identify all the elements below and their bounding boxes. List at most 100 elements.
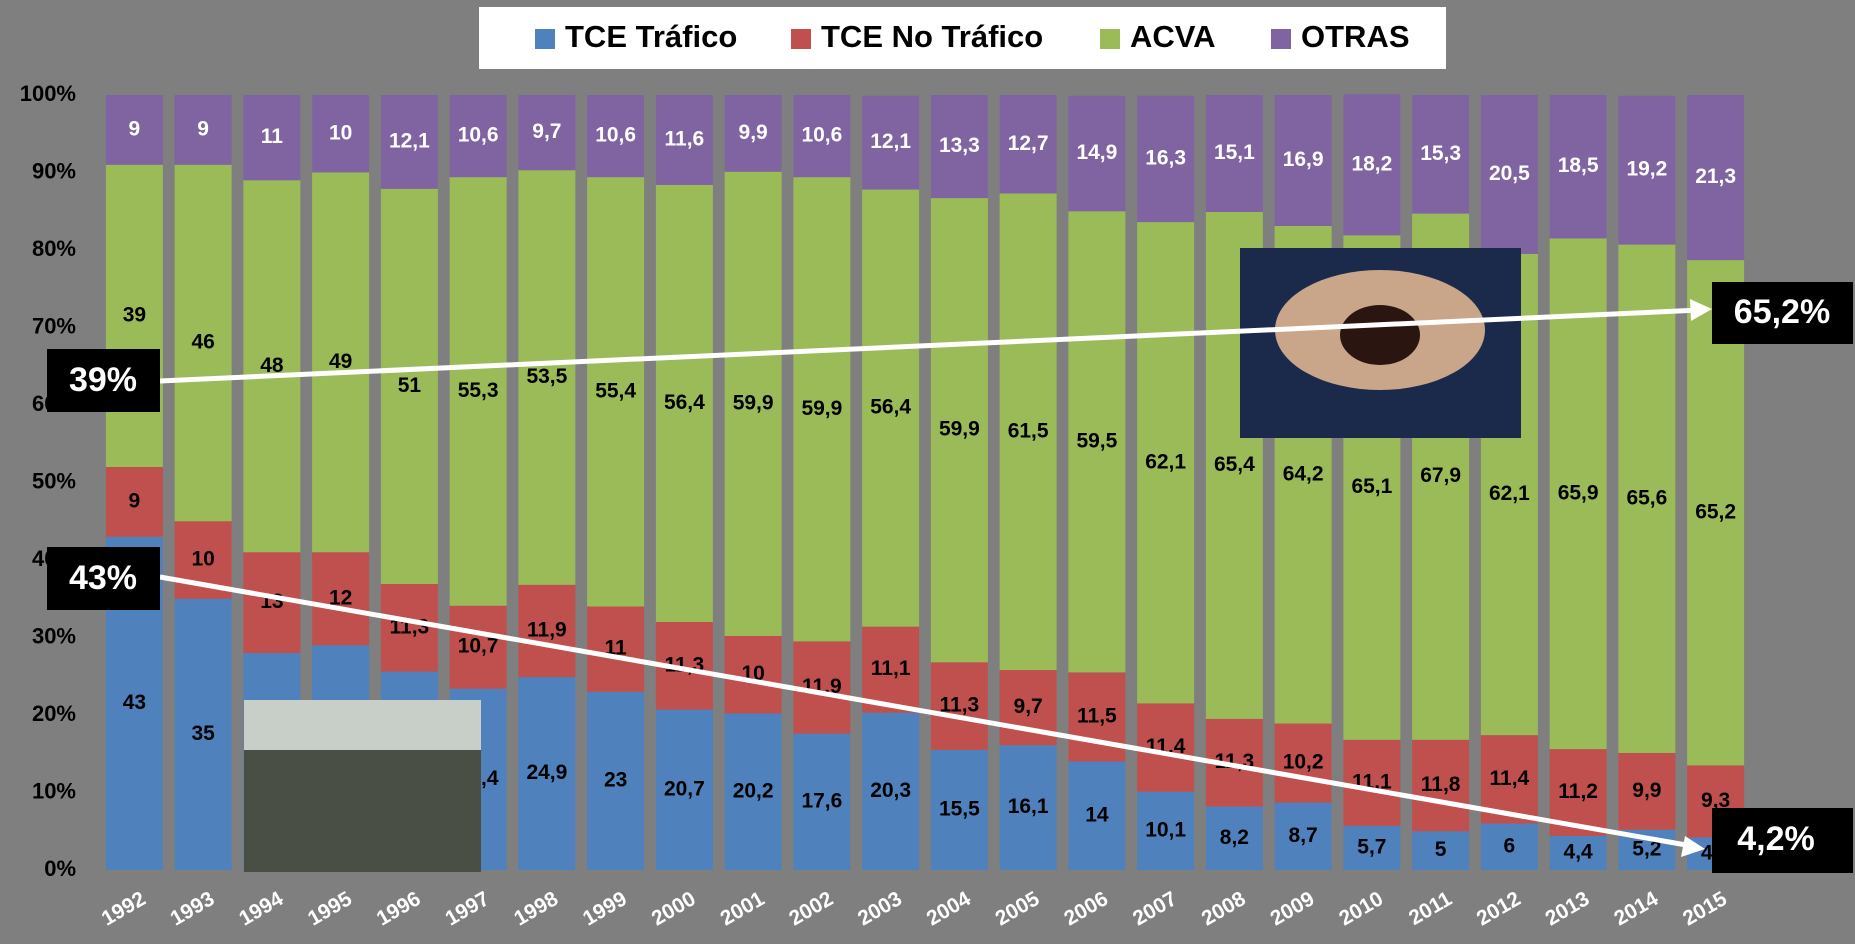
- data-label: 11: [261, 125, 284, 148]
- data-label: 56,4: [870, 396, 911, 419]
- data-label: 11,5: [1077, 704, 1117, 727]
- data-label: 65,1: [1351, 475, 1392, 498]
- data-label: 11,1: [871, 657, 911, 680]
- data-label: 18,2: [1351, 152, 1392, 175]
- data-label: 16,9: [1283, 148, 1324, 171]
- data-label: 12,1: [389, 129, 430, 152]
- annotation: 39%: [69, 361, 137, 399]
- x-tick-label: 1999: [579, 887, 631, 930]
- data-label: 53,5: [526, 365, 567, 388]
- y-tick-label: 80%: [32, 236, 76, 261]
- data-label: 5: [1435, 838, 1447, 861]
- legend-swatch: [791, 29, 811, 49]
- accident-photo-detail: [244, 700, 481, 750]
- y-tick-label: 10%: [32, 778, 76, 803]
- data-label: 62,1: [1489, 482, 1530, 505]
- data-label: 15,5: [939, 797, 980, 820]
- data-label: 17,6: [801, 789, 842, 812]
- x-tick-label: 2010: [1335, 887, 1387, 930]
- data-label: 10,2: [1283, 751, 1324, 774]
- data-label: 62,1: [1145, 450, 1186, 473]
- data-label: 11,2: [1558, 780, 1598, 803]
- x-tick-label: 2006: [1060, 887, 1112, 930]
- data-label: 8,2: [1220, 826, 1249, 849]
- x-tick-label: 2001: [716, 887, 768, 930]
- data-label: 16,3: [1145, 146, 1186, 169]
- x-tick-label: 2009: [1266, 887, 1318, 930]
- x-tick-label: 1996: [373, 887, 425, 930]
- data-label: 55,4: [595, 379, 636, 402]
- data-label: 46: [191, 331, 214, 354]
- annotation: 65,2%: [1734, 293, 1830, 331]
- data-label: 8,7: [1289, 824, 1318, 847]
- x-tick-label: 2005: [991, 887, 1043, 930]
- y-tick-label: 20%: [32, 701, 76, 726]
- data-label: 10: [329, 121, 352, 144]
- data-label: 24,9: [526, 761, 567, 784]
- x-tick-label: 1992: [98, 887, 150, 930]
- legend-label: ACVA: [1130, 19, 1216, 54]
- data-label: 15,1: [1214, 141, 1255, 164]
- data-label: 10,7: [458, 635, 499, 658]
- x-tick-label: 2007: [1129, 887, 1181, 930]
- legend-swatch: [1100, 29, 1120, 49]
- y-tick-label: 70%: [32, 313, 76, 338]
- legend-label: OTRAS: [1301, 19, 1410, 54]
- data-label: 13,3: [939, 134, 980, 157]
- data-label: 9: [197, 117, 209, 140]
- x-tick-label: 1995: [304, 887, 356, 930]
- legend-swatch: [535, 29, 555, 49]
- data-label: 12,1: [870, 130, 911, 153]
- x-tick-label: 2004: [923, 887, 975, 930]
- x-tick-label: 2000: [648, 887, 700, 930]
- data-label: 11,8: [1421, 773, 1461, 796]
- annotation: 43%: [69, 559, 137, 597]
- data-label: 16,1: [1008, 795, 1049, 818]
- data-label: 14,9: [1076, 141, 1117, 164]
- data-label: 55,3: [458, 379, 499, 402]
- data-label: 9: [129, 117, 141, 140]
- data-label: 14: [1085, 803, 1109, 826]
- y-tick-label: 100%: [20, 81, 76, 106]
- legend-label: TCE No Tráfico: [821, 19, 1043, 54]
- data-label: 65,6: [1626, 486, 1667, 509]
- y-tick-label: 90%: [32, 158, 76, 183]
- data-label: 59,9: [733, 391, 774, 414]
- x-tick-label: 1993: [166, 887, 218, 930]
- x-tick-label: 2012: [1473, 887, 1525, 930]
- data-label: 65,9: [1558, 481, 1599, 504]
- data-label: 11,4: [1490, 767, 1530, 790]
- x-tick-label: 2015: [1679, 887, 1731, 930]
- data-label: 12,7: [1008, 132, 1049, 155]
- y-tick-label: 0%: [44, 856, 76, 881]
- data-label: 6: [1504, 834, 1516, 857]
- data-label: 20,7: [664, 777, 705, 800]
- data-label: 9,9: [1632, 779, 1661, 802]
- data-label: 10,6: [801, 124, 842, 147]
- data-label: 51: [398, 374, 422, 397]
- data-label: 20,2: [733, 779, 774, 802]
- data-label: 11,9: [527, 618, 567, 641]
- data-label: 4,4: [1564, 840, 1594, 863]
- data-label: 64,2: [1283, 462, 1324, 485]
- x-tick-label: 2008: [1198, 887, 1250, 930]
- x-tick-label: 2014: [1610, 887, 1662, 930]
- y-tick-label: 50%: [32, 468, 76, 493]
- data-label: 11,6: [665, 127, 705, 150]
- data-label: 9,7: [1014, 695, 1043, 718]
- data-label: 23: [604, 768, 627, 791]
- data-label: 10,1: [1145, 818, 1186, 841]
- data-label: 9,9: [739, 121, 768, 144]
- legend-label: TCE Tráfico: [565, 19, 737, 54]
- data-label: 21,3: [1695, 165, 1736, 188]
- x-tick-label: 2003: [854, 887, 906, 930]
- x-tick-label: 2002: [785, 887, 837, 930]
- data-label: 20,5: [1489, 162, 1530, 185]
- data-label: 43: [123, 691, 146, 714]
- data-label: 35: [191, 722, 215, 745]
- chart: 0%10%20%30%40%50%60%70%80%90%100%TCE Trá…: [0, 0, 1855, 944]
- data-label: 18,5: [1558, 154, 1599, 177]
- data-label: 9: [129, 489, 141, 512]
- data-label: 67,9: [1420, 464, 1461, 487]
- data-label: 65,2: [1695, 500, 1736, 523]
